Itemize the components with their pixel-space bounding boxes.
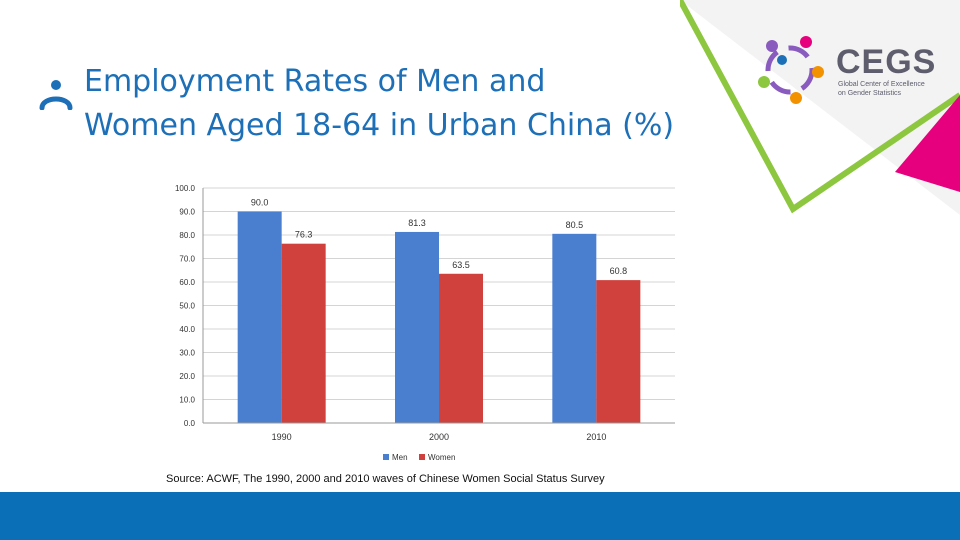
x-tick-label: 1990 [272, 432, 292, 442]
data-label: 81.3 [408, 218, 426, 228]
logo-subtitle-line1: Global Center of Excellence [838, 81, 925, 88]
bar-women-2000 [439, 273, 483, 423]
data-label: 63.5 [452, 260, 470, 270]
bar-men-2010 [552, 233, 597, 423]
data-label: 90.0 [251, 198, 269, 208]
data-label: 80.5 [566, 220, 584, 230]
logo-name: CEGS [836, 43, 937, 81]
data-label: 76.3 [295, 230, 313, 240]
employment-bar-chart: 0.0 10.0 20.0 30.0 40.0 50.0 60.0 70.0 80.0 90.0 1… [175, 184, 675, 462]
logo-subtitle-line2: on Gender Statistics [838, 90, 902, 97]
data-label: 60.8 [610, 266, 628, 276]
y-tick-label: 40.0 [179, 325, 195, 334]
x-tick-label: 2000 [429, 432, 449, 442]
y-tick-label: 60.0 [179, 278, 195, 287]
bar-men-1990 [237, 211, 282, 423]
footer-bar [0, 492, 960, 540]
cegs-logo-icon [758, 36, 824, 104]
y-tick-label: 100.0 [175, 184, 196, 193]
slide-title-line1: Employment Rates of Men and [84, 64, 546, 99]
legend-swatch-men [383, 454, 389, 460]
slide-title-line2: Women Aged 18-64 in Urban China (%) [84, 108, 675, 143]
y-tick-label: 0.0 [184, 419, 196, 428]
y-tick-label: 20.0 [179, 372, 195, 381]
bar-men-2000 [395, 231, 439, 423]
source-note: Source: ACWF, The 1990, 2000 and 2010 wa… [166, 473, 605, 485]
y-tick-label: 50.0 [179, 302, 195, 311]
corner-decoration [680, 0, 960, 215]
bar-women-2010 [596, 280, 641, 423]
bar-women-1990 [281, 243, 326, 423]
x-tick-label: 2010 [586, 432, 606, 442]
y-tick-label: 80.0 [179, 231, 195, 240]
y-tick-label: 90.0 [179, 208, 195, 217]
legend-label-men: Men [392, 453, 408, 462]
legend-label-women: Women [428, 453, 455, 462]
legend-swatch-women [419, 454, 425, 460]
y-tick-label: 70.0 [179, 255, 195, 264]
person-icon [39, 80, 73, 110]
slide-title: Employment Rates of Men and Women Aged 1… [84, 60, 744, 148]
y-tick-label: 10.0 [179, 396, 195, 405]
logo-subtitle: Global Center of Excellence on Gender St… [838, 80, 958, 98]
y-tick-label: 30.0 [179, 349, 195, 358]
